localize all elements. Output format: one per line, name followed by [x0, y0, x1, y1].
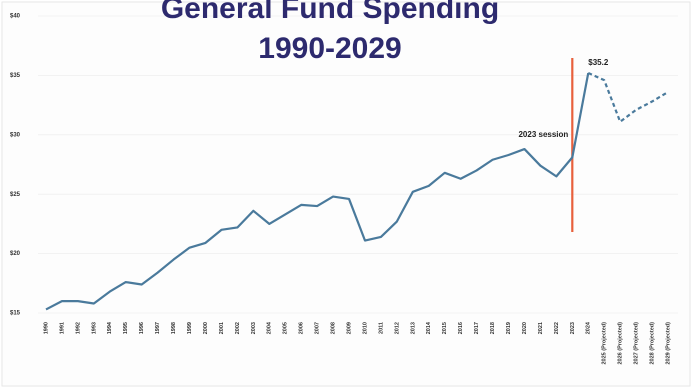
- x-tick-label: 2001: [219, 322, 225, 334]
- chart-subtitle: 1990-2029: [258, 32, 401, 65]
- x-tick-label: 2009: [346, 322, 352, 334]
- x-tick-label: 1992: [75, 322, 81, 334]
- y-tick-label: $30: [10, 132, 21, 138]
- x-tick-label: 2018: [490, 322, 496, 334]
- x-tick-label: 2011: [378, 322, 384, 334]
- x-tick-label: 2015: [442, 322, 448, 334]
- x-tick-label: 2017: [474, 322, 480, 334]
- x-tick-label: 1990: [43, 322, 49, 334]
- data-label: $35.2: [588, 58, 609, 67]
- x-tick-label: 2023: [570, 322, 576, 334]
- x-tick-label: 2028 (Projected): [650, 322, 656, 365]
- x-tick-label: 2012: [394, 322, 400, 334]
- x-tick-label: 1999: [187, 322, 193, 334]
- x-tick-label: 2010: [362, 322, 368, 334]
- x-tick-label: 2024: [586, 321, 592, 334]
- x-tick-label: 2026 (Projected): [618, 322, 624, 365]
- x-tick-label: 1996: [139, 322, 145, 334]
- reference-label: 2023 session: [518, 130, 568, 139]
- x-tick-label: 2002: [235, 322, 241, 334]
- x-tick-label: 1997: [155, 322, 161, 334]
- x-tick-label: 2021: [538, 322, 544, 334]
- x-tick-label: 2013: [410, 322, 416, 334]
- x-tick-label: 2000: [203, 322, 209, 334]
- y-tick-label: $20: [10, 251, 21, 257]
- x-tick-label: 1998: [171, 322, 177, 334]
- y-tick-label: $35: [10, 73, 21, 79]
- x-tick-label: 2005: [283, 322, 289, 334]
- x-tick-label: 2029 (Projected): [665, 322, 671, 365]
- x-tick-label: 1994: [107, 321, 113, 334]
- x-tick-label: 1995: [123, 322, 129, 334]
- x-tick-label: 2016: [458, 322, 464, 334]
- x-tick-label: 2022: [554, 322, 560, 334]
- x-tick-label: 2006: [299, 322, 305, 334]
- x-tick-label: 2004: [267, 321, 273, 334]
- y-tick-label: $40: [10, 14, 21, 20]
- chart-title: General Fund Spending: [161, 0, 499, 25]
- x-tick-label: 2020: [522, 322, 528, 334]
- x-tick-label: 2019: [506, 322, 512, 334]
- y-tick-label: $15: [10, 311, 21, 317]
- x-tick-label: 2008: [331, 322, 337, 334]
- projected-line: [587, 72, 669, 123]
- line: [45, 72, 590, 311]
- x-tick-label: 2025 (Projected): [602, 322, 608, 365]
- x-tick-label: 2003: [251, 322, 257, 334]
- y-tick-label: $25: [10, 192, 21, 198]
- x-tick-label: 2027 (Projected): [634, 322, 640, 365]
- x-tick-label: 2014: [426, 321, 432, 334]
- x-tick-label: 2007: [315, 322, 321, 334]
- x-tick-label: 1991: [59, 322, 65, 334]
- x-tick-label: 1993: [91, 322, 97, 334]
